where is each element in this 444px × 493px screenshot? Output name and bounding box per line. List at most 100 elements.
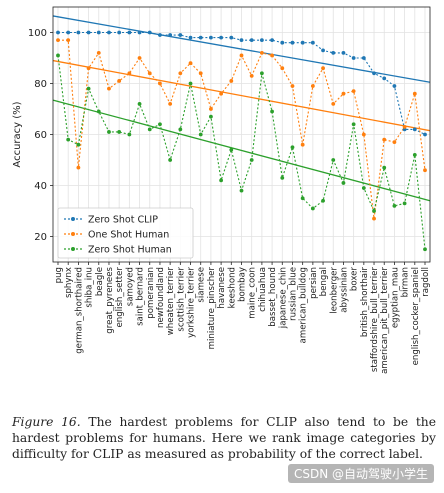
data-point (188, 81, 193, 86)
x-tick-label: bengal (319, 267, 329, 296)
data-point (209, 107, 213, 111)
x-tick-label: american_bulldog (299, 267, 309, 343)
data-point (341, 181, 346, 185)
data-point (361, 56, 366, 60)
x-tick-label: shiba_inu (85, 267, 95, 308)
data-point (310, 206, 315, 211)
legend-label: One Shot Human (88, 230, 169, 241)
figure-caption: Figure 16. The hardest problems for CLIP… (12, 414, 436, 462)
data-point (423, 132, 427, 137)
legend-label: Zero Shot Human (88, 245, 172, 256)
x-tick-label: siamese (197, 267, 207, 303)
data-point (351, 56, 356, 60)
x-tick-label: bombay (238, 267, 248, 302)
data-point (96, 109, 101, 114)
data-point (66, 30, 71, 35)
data-point (361, 132, 366, 137)
data-point (351, 122, 356, 127)
x-tick-label: great_pyrenees (105, 266, 115, 333)
x-tick-label: egyptian_mau (390, 267, 400, 328)
x-tick-label: yorkshire_terrier (187, 267, 197, 338)
data-point (76, 165, 81, 170)
x-tick-label: british_shorthair (360, 267, 370, 338)
data-point (259, 71, 264, 76)
x-tick-label: beagle (95, 267, 105, 296)
x-tick-label: leonberger (329, 267, 339, 314)
data-point (147, 71, 152, 76)
x-tick-label: miniature_pinscher (207, 267, 217, 350)
x-tick-label: wheaten_terrier (166, 267, 176, 336)
data-point (249, 73, 254, 78)
x-tick-label: persian (309, 267, 319, 299)
y-tick-label: 40 (34, 181, 47, 192)
data-point (412, 91, 417, 96)
data-point (229, 79, 234, 83)
data-point (219, 35, 224, 40)
data-point (300, 196, 305, 201)
x-tick-label: saint_bernard (136, 267, 146, 326)
data-point (351, 89, 356, 94)
data-point (127, 30, 132, 35)
x-tick-label: japanese_chin (278, 267, 288, 329)
legend: Zero Shot CLIP One Shot Human Zero Shot Hu… (57, 207, 194, 259)
data-point (107, 130, 111, 134)
x-tick-label: maine_coon (248, 267, 258, 319)
data-point (392, 204, 397, 208)
x-tick-label: scottish_terrier (176, 267, 186, 332)
trend-line (52, 15, 431, 83)
data-point (423, 168, 427, 173)
x-tick-label: german_shorthaired (74, 267, 84, 354)
data-point (270, 53, 274, 58)
data-point (137, 30, 142, 35)
data-point (76, 30, 81, 35)
data-point (341, 51, 346, 55)
data-point (198, 35, 203, 40)
data-point (321, 48, 325, 53)
x-tick-label: keeshond (227, 267, 237, 308)
x-tick-label: pug (54, 267, 64, 283)
data-point (259, 51, 264, 55)
data-point (402, 124, 407, 129)
x-tick-label: basset_hound (268, 267, 278, 327)
data-point (209, 35, 213, 40)
caption-text: The hardest problems for CLIP also tend … (12, 415, 436, 461)
data-point (56, 30, 60, 35)
data-point (280, 40, 285, 45)
x-tick-label: havanese (217, 267, 227, 309)
data-point (107, 30, 111, 35)
x-tick-label: american_pit_bull_terrier (380, 267, 390, 374)
data-point (239, 188, 244, 193)
data-point (321, 66, 325, 71)
data-point (117, 30, 122, 35)
data-point (188, 35, 193, 40)
y-tick-label: 80 (34, 79, 47, 90)
data-point (158, 122, 162, 127)
data-point (198, 71, 203, 76)
x-tick-label: abyssinian (339, 267, 349, 313)
data-point (147, 127, 152, 132)
data-point (219, 91, 224, 96)
data-point (158, 33, 162, 37)
data-point (372, 209, 376, 213)
data-point (392, 84, 397, 88)
y-axis-label: Accuracy (%) (12, 101, 23, 167)
x-tick-label: newfoundland (156, 267, 166, 328)
legend-box (57, 207, 194, 259)
data-point (331, 51, 336, 55)
data-point (290, 84, 295, 88)
data-point (96, 30, 101, 35)
y-tick-label: 100 (28, 28, 47, 39)
data-point (300, 142, 305, 147)
x-tick-label: sphynx (64, 267, 74, 298)
data-point (270, 38, 274, 43)
data-point (249, 158, 254, 162)
data-point (280, 66, 285, 71)
data-point (239, 53, 244, 58)
x-axis: pug sphynx german_shorthaired shiba_inu beag… (54, 262, 431, 374)
data-point (382, 165, 387, 170)
data-point (188, 61, 193, 65)
data-point (341, 91, 346, 96)
data-point (117, 79, 122, 83)
data-point (331, 102, 336, 106)
x-tick-label: english_cocker_spaniel (411, 267, 421, 365)
